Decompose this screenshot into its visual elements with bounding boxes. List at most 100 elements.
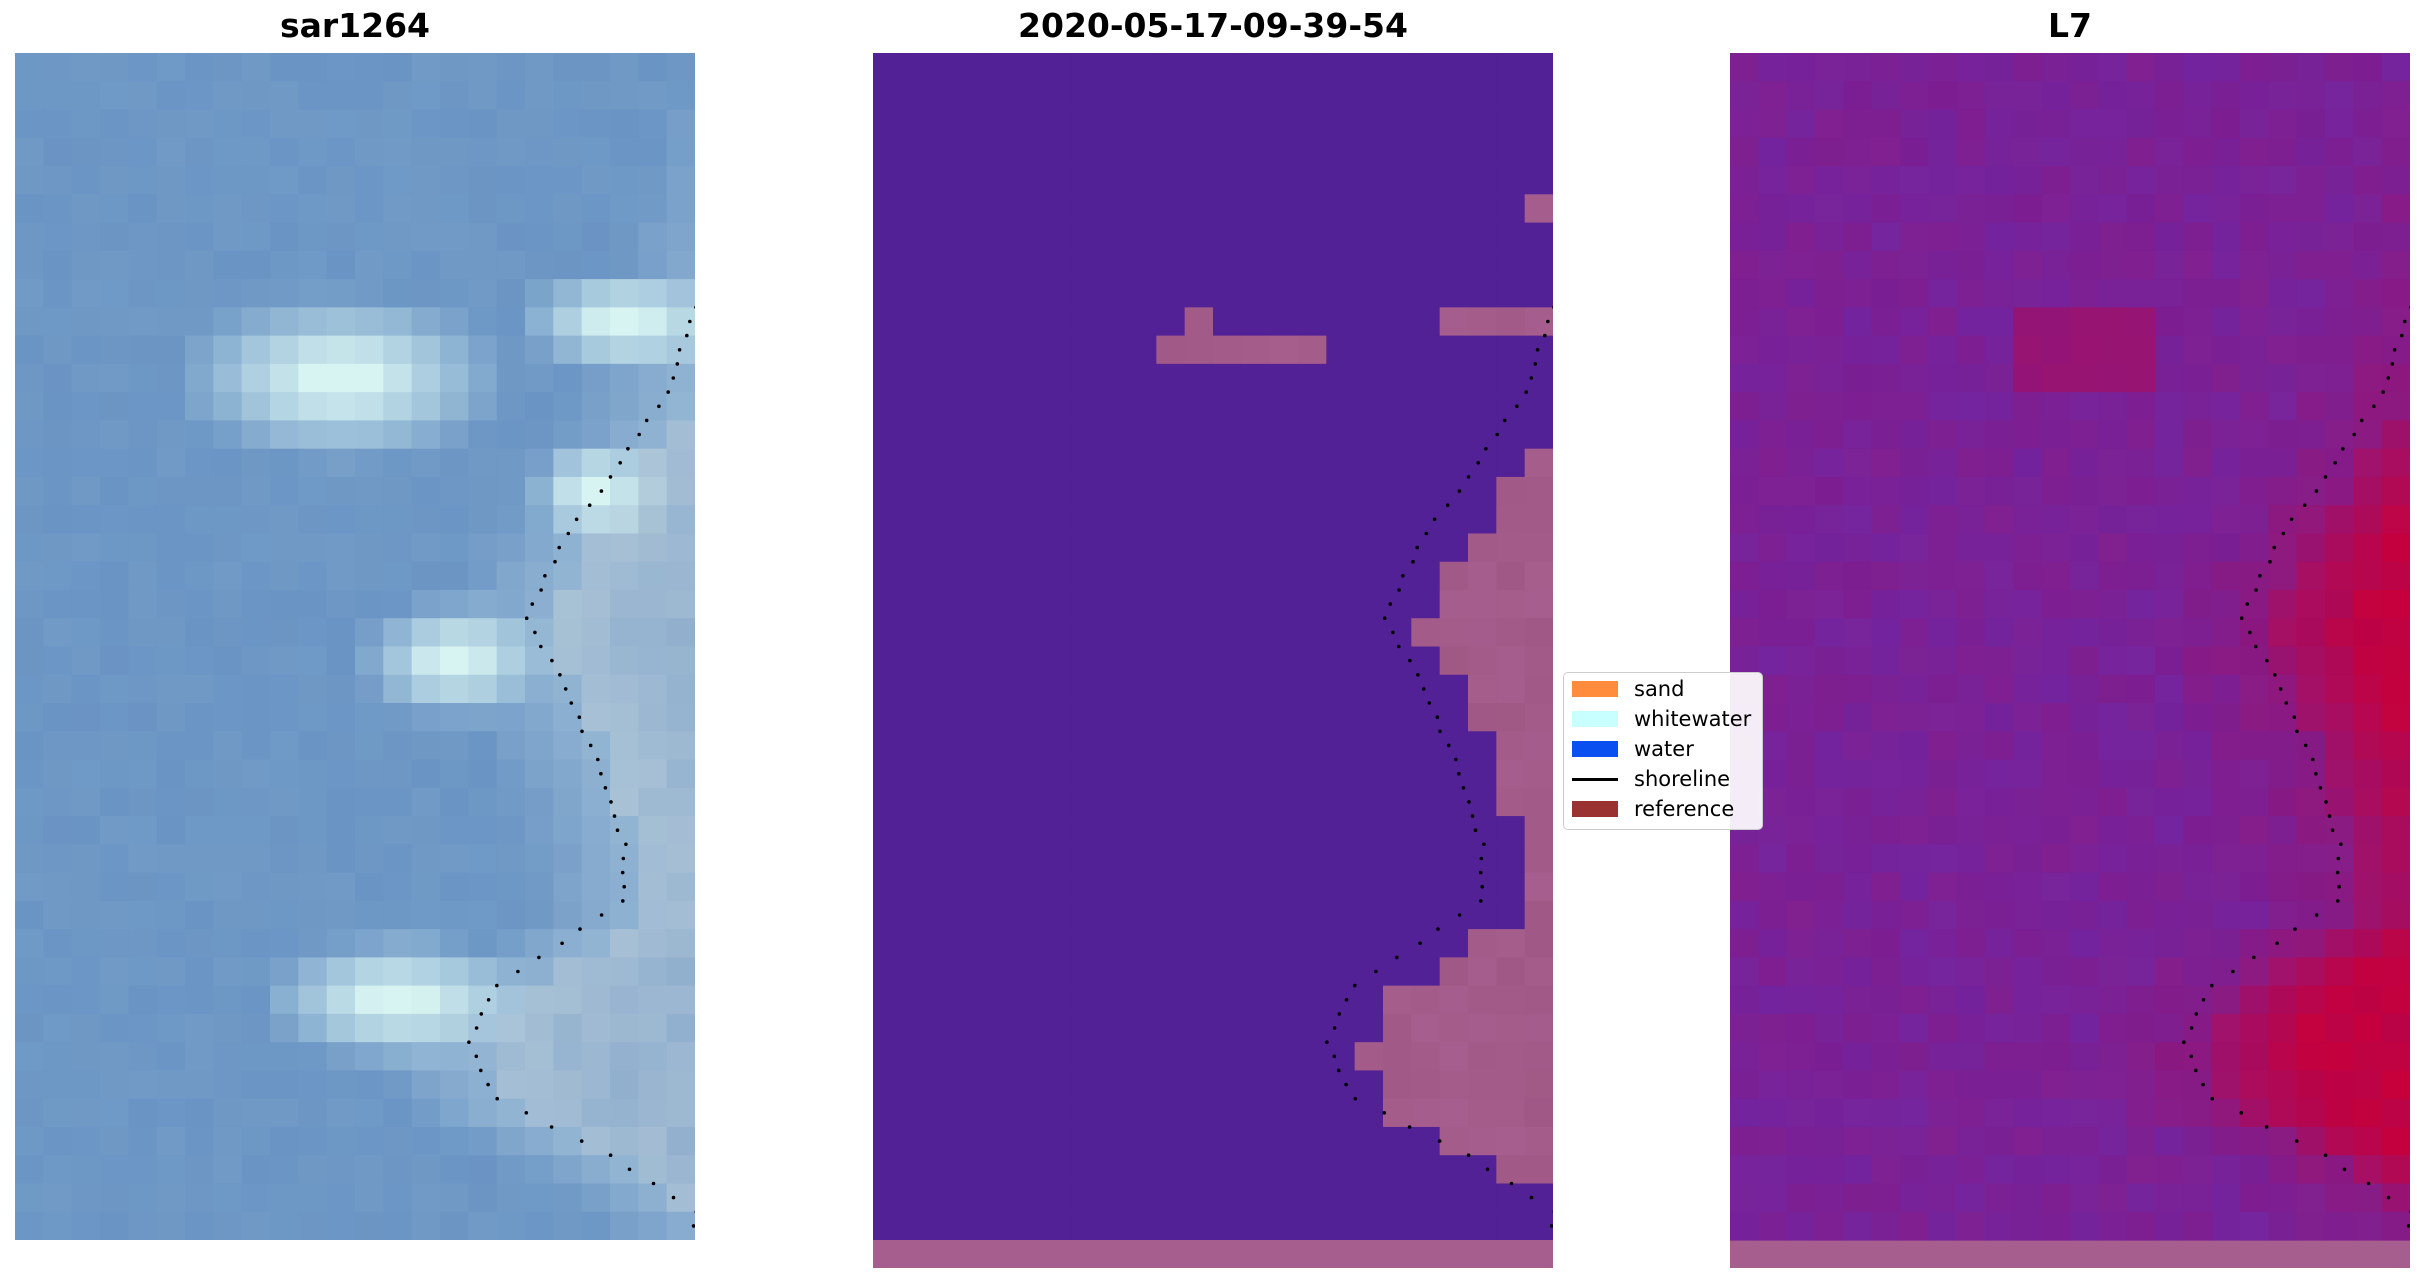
pixel-cell bbox=[1900, 900, 1929, 930]
pixel-cell bbox=[1184, 646, 1214, 676]
pixel-cell bbox=[2126, 392, 2156, 421]
pixel-cell bbox=[326, 505, 356, 535]
pixel-cell bbox=[581, 618, 611, 648]
pixel-cell bbox=[128, 674, 158, 704]
pixel-cell bbox=[411, 674, 441, 704]
pixel-cell bbox=[1730, 109, 1759, 139]
pixel-cell bbox=[873, 476, 902, 506]
pixel-cell bbox=[185, 448, 214, 478]
pixel-cell bbox=[1928, 363, 1958, 393]
pixel-cell bbox=[156, 703, 186, 732]
pixel-cell bbox=[2041, 363, 2071, 393]
pixel-cell bbox=[2353, 1070, 2383, 1100]
pixel-cell bbox=[2296, 957, 2326, 987]
pixel-cell bbox=[1213, 1183, 1242, 1213]
shoreline-point bbox=[2330, 828, 2335, 832]
pixel-cell bbox=[1985, 957, 2014, 987]
pixel-cell bbox=[929, 250, 959, 280]
pixel-cell bbox=[1354, 1126, 1384, 1156]
pixel-cell bbox=[1843, 1126, 1873, 1156]
pixel-cell bbox=[986, 561, 1016, 591]
pixel-cell bbox=[1213, 109, 1242, 139]
pixel-cell bbox=[666, 561, 695, 591]
pixel-cell bbox=[1043, 1183, 1072, 1213]
pixel-cell bbox=[1439, 279, 1469, 308]
pixel-cell bbox=[1071, 957, 1101, 987]
pixel-cell bbox=[2268, 194, 2298, 224]
shoreline-point bbox=[2189, 1026, 2194, 1030]
pixel-cell bbox=[298, 137, 328, 167]
pixel-cell bbox=[2240, 53, 2269, 82]
pixel-cell bbox=[2325, 222, 2354, 252]
pixel-cell bbox=[383, 335, 413, 365]
shoreline-point bbox=[694, 1210, 695, 1213]
pixel-cell bbox=[1928, 533, 1958, 563]
pixel-cell bbox=[1956, 985, 1986, 1015]
shoreline-point bbox=[474, 1026, 479, 1030]
pixel-cell bbox=[553, 81, 583, 111]
pixel-cell bbox=[1843, 674, 1873, 704]
pixel-cell bbox=[100, 703, 129, 732]
pixel-cell bbox=[43, 618, 73, 648]
pixel-cell bbox=[2155, 561, 2184, 591]
pixel-cell bbox=[128, 81, 158, 111]
pixel-cell bbox=[2211, 646, 2241, 676]
pixel-cell bbox=[2268, 1126, 2298, 1156]
pixel-cell bbox=[1730, 81, 1759, 111]
pixel-cell bbox=[128, 222, 158, 252]
pixel-cell bbox=[355, 335, 384, 365]
pixel-cell bbox=[2211, 929, 2241, 958]
pixel-cell bbox=[901, 646, 931, 676]
pixel-cell bbox=[2353, 109, 2383, 139]
pixel-cell bbox=[1128, 1183, 1157, 1213]
pixel-cell bbox=[2183, 561, 2213, 591]
pixel-cell bbox=[15, 1042, 44, 1072]
pixel-cell bbox=[2325, 731, 2354, 761]
pixel-cell bbox=[1241, 787, 1271, 817]
pixel-cell bbox=[2381, 137, 2410, 167]
pixel-cell bbox=[2268, 53, 2298, 82]
pixel-cell bbox=[15, 759, 44, 789]
pixel-cell bbox=[156, 1098, 186, 1128]
pixel-cell bbox=[1128, 618, 1157, 648]
pixel-cell bbox=[100, 335, 129, 365]
shoreline-point bbox=[2336, 899, 2340, 903]
pixel-cell bbox=[298, 279, 328, 308]
pixel-cell bbox=[873, 731, 902, 761]
pixel-cell bbox=[1815, 561, 1844, 591]
pixel-cell bbox=[298, 674, 328, 704]
pixel-cell bbox=[2041, 646, 2071, 676]
pixel-cell bbox=[213, 703, 243, 732]
pixel-cell bbox=[1071, 844, 1101, 874]
pixel-cell bbox=[2353, 731, 2383, 761]
pixel-cell bbox=[326, 674, 356, 704]
pixel-cell bbox=[1758, 476, 1788, 506]
pixel-cell bbox=[1099, 109, 1129, 139]
pixel-cell bbox=[1786, 731, 1816, 761]
pixel-cell bbox=[270, 81, 299, 111]
pixel-cell bbox=[638, 1211, 668, 1240]
pixel-cell bbox=[185, 533, 214, 563]
pixel-cell bbox=[1014, 816, 1044, 845]
pixel-cell bbox=[156, 1155, 186, 1185]
pixel-cell bbox=[241, 1155, 271, 1185]
pixel-cell bbox=[1786, 1183, 1816, 1213]
pixel-cell bbox=[1758, 533, 1788, 563]
pixel-cell bbox=[986, 307, 1016, 337]
shoreline-point bbox=[1552, 1210, 1553, 1213]
pixel-cell bbox=[2296, 759, 2326, 789]
pixel-cell bbox=[1298, 505, 1327, 535]
pixel-cell bbox=[2353, 1126, 2383, 1156]
pixel-cell bbox=[1014, 363, 1044, 393]
pixel-cell bbox=[270, 703, 299, 732]
pixel-cell bbox=[1099, 929, 1129, 958]
pixel-cell bbox=[355, 674, 384, 704]
pixel-cell bbox=[2155, 420, 2184, 450]
pixel-cell bbox=[1099, 731, 1129, 761]
pixel-cell bbox=[553, 420, 583, 450]
pixel-cell bbox=[1213, 53, 1242, 82]
pixel-cell bbox=[2041, 335, 2071, 365]
pixel-cell bbox=[2325, 307, 2354, 337]
shoreline-point bbox=[1415, 545, 1419, 550]
pixel-cell bbox=[2240, 476, 2269, 506]
